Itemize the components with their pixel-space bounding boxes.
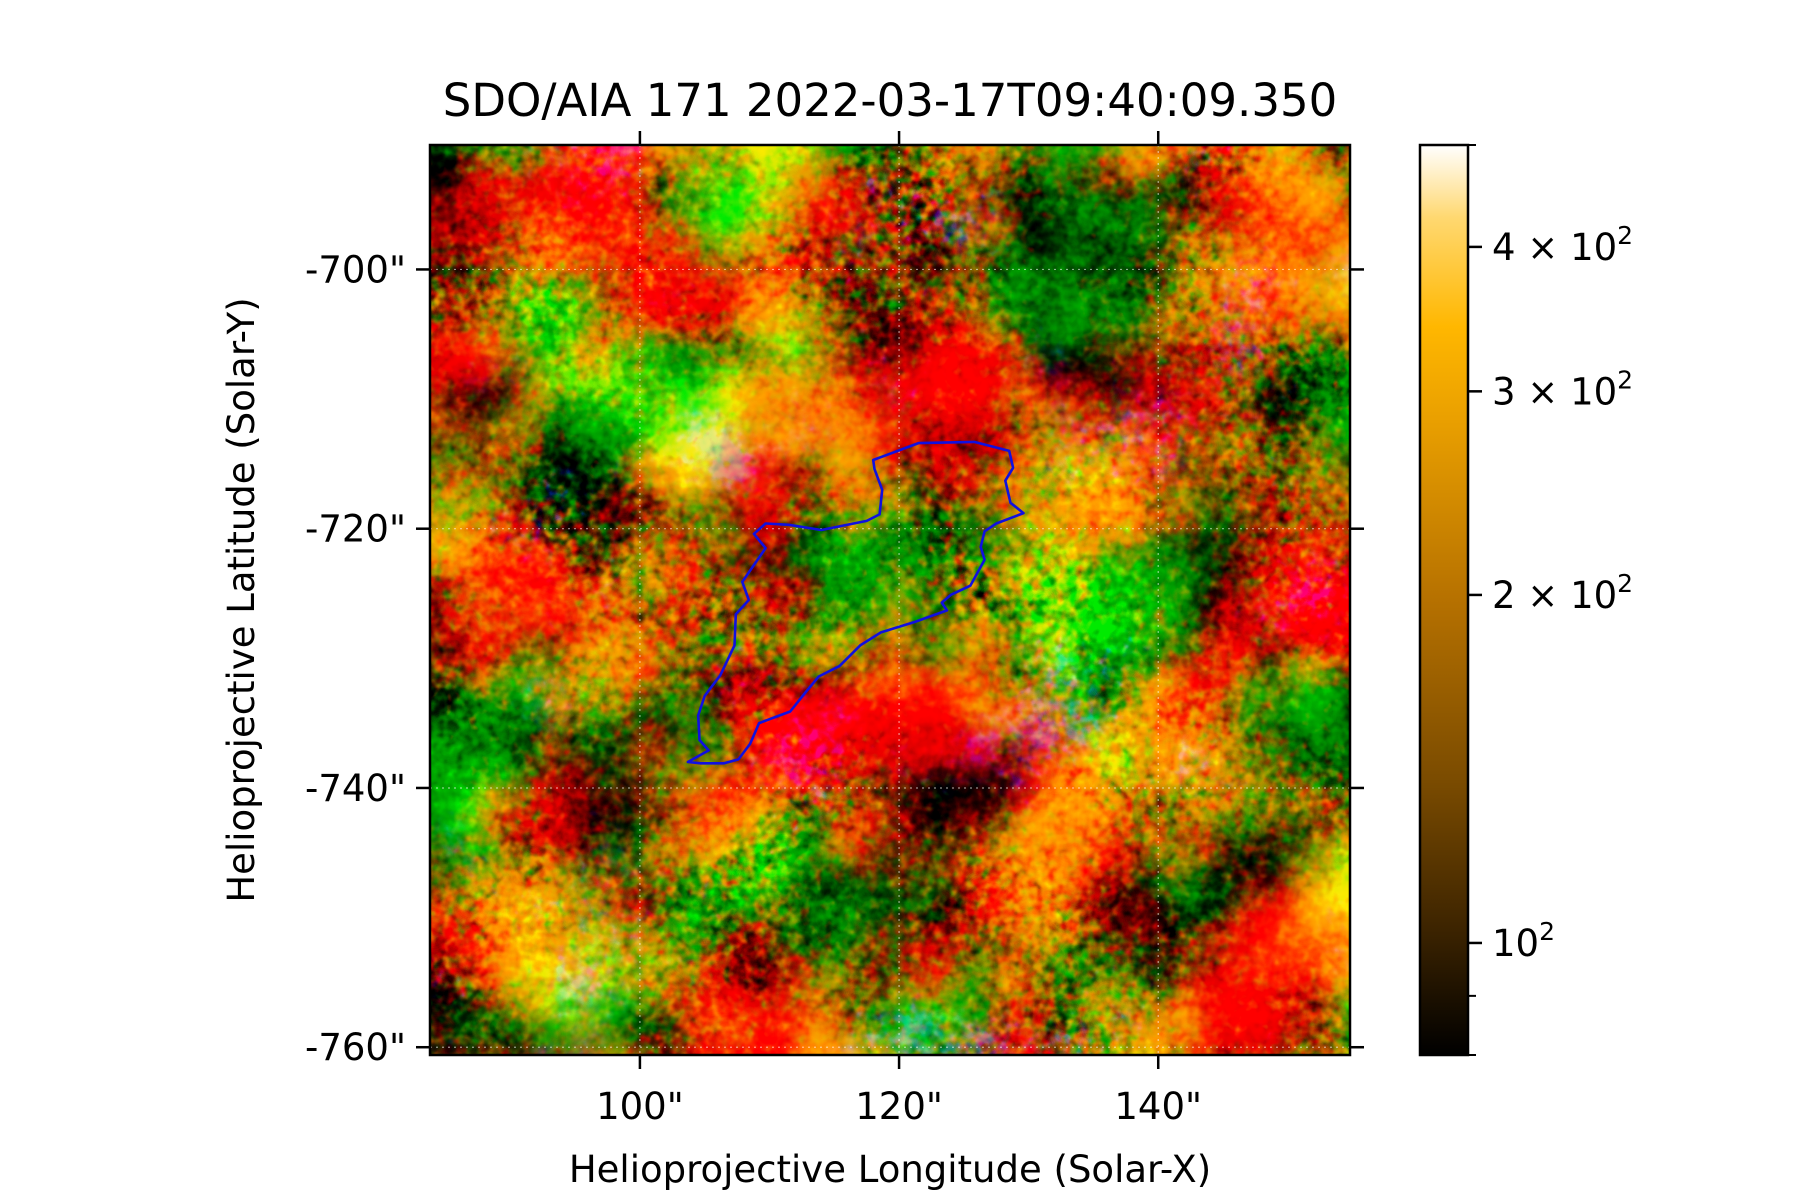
plot-title: SDO/AIA 171 2022-03-17T09:40:09.350 bbox=[443, 74, 1337, 127]
y-tick-label-1: -720" bbox=[305, 508, 406, 551]
x-tick-label-0: 100" bbox=[596, 1085, 684, 1128]
region-contour bbox=[686, 440, 1025, 765]
x-axis-label: Helioprojective Longitude (Solar-X) bbox=[569, 1148, 1211, 1191]
colorbar-tick-label-1: 2 × 102 bbox=[1492, 569, 1633, 617]
colorbar-tick-label-2: 3 × 102 bbox=[1492, 365, 1633, 413]
grid-lines bbox=[430, 145, 1350, 1055]
x-axis: 100" 120" 140" bbox=[596, 131, 1202, 1128]
colorbar-tick-label-0: 102 bbox=[1492, 917, 1555, 965]
colorbar bbox=[1418, 143, 1470, 1057]
x-tick-label-1: 120" bbox=[855, 1085, 943, 1128]
colorbar-tick-label-3: 4 × 102 bbox=[1492, 221, 1633, 269]
y-axis-label: Helioprojective Latitude (Solar-Y) bbox=[220, 297, 263, 902]
y-tick-label-0: -700" bbox=[305, 248, 406, 291]
plot-frame bbox=[428, 143, 1352, 1057]
colorbar-axis: 102 2 × 102 3 × 102 4 × 102 bbox=[1468, 144, 1633, 1056]
y-axis: -700" -720" -740" -760" bbox=[305, 248, 1364, 1069]
x-tick-label-2: 140" bbox=[1114, 1085, 1202, 1128]
y-tick-label-3: -760" bbox=[305, 1026, 406, 1069]
solar-image bbox=[430, 145, 1350, 1055]
y-tick-label-2: -740" bbox=[305, 767, 406, 810]
